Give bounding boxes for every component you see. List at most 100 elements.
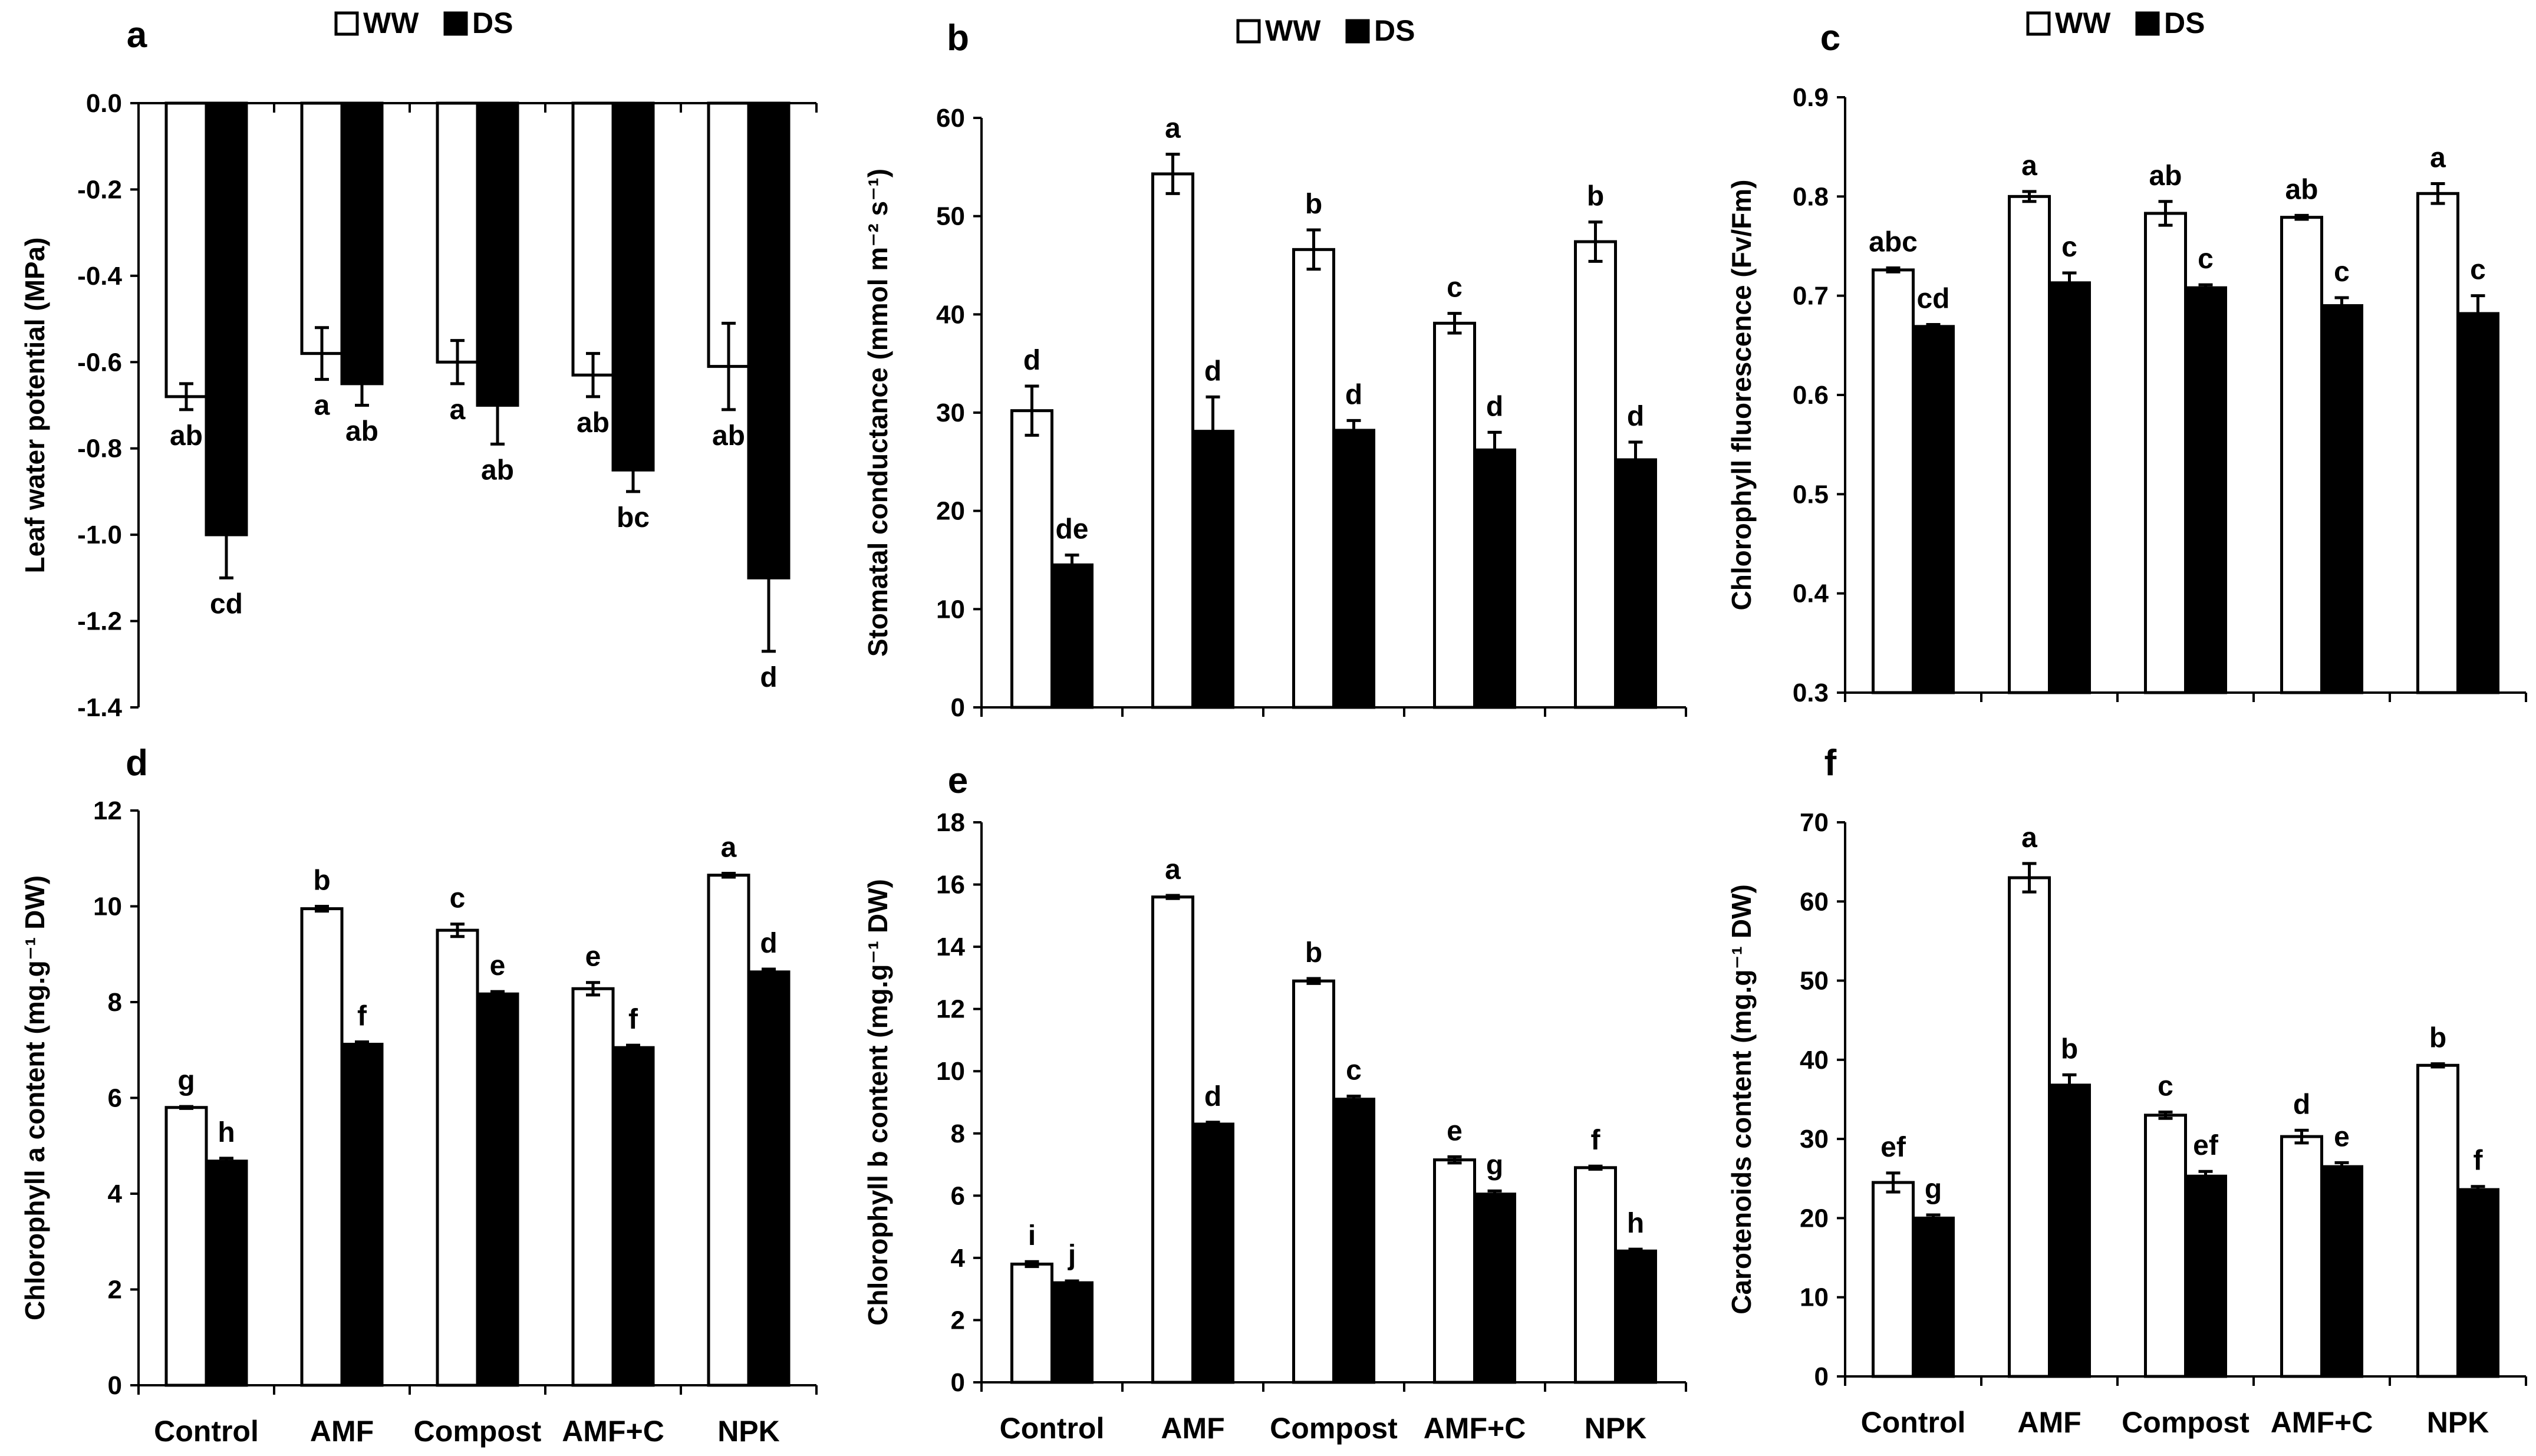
panel-f-chart: f Carotenoids content (mg.g⁻¹ DW) 0 10 20 30 4… xyxy=(1726,743,2527,1439)
bar-ds xyxy=(1912,325,1955,694)
bar-ds xyxy=(2184,1174,2227,1378)
significance-label: b xyxy=(2429,1023,2446,1054)
bar-ww xyxy=(300,101,344,355)
significance-label: d xyxy=(1627,401,1644,432)
y-axis-label: Leaf water potential (MPa) xyxy=(19,238,50,574)
significance-label: ab xyxy=(2285,174,2318,205)
bar-ds xyxy=(2456,1188,2499,1378)
y-tick-label: 20 xyxy=(1800,1204,1829,1233)
bar-ww xyxy=(2144,1114,2187,1378)
bar-ww xyxy=(1292,248,1335,709)
y-tick-label: 6 xyxy=(108,1084,122,1113)
y-tick-label: 14 xyxy=(936,933,965,961)
significance-label: ab xyxy=(712,420,745,452)
y-tick-label: 10 xyxy=(93,892,122,921)
bar-ds xyxy=(205,101,248,536)
y-axis-label: Chlorophyll b content (mg.g⁻¹ DW) xyxy=(862,879,893,1326)
bar-ww xyxy=(1292,979,1335,1384)
significance-label: b xyxy=(1587,181,1604,212)
bar-ww xyxy=(1574,1166,1617,1384)
y-tick-label: 4 xyxy=(108,1180,123,1208)
y-tick-label: 50 xyxy=(936,202,965,231)
bar-ds xyxy=(476,992,519,1387)
y-tick-label: -0.2 xyxy=(77,175,122,204)
legend-swatch xyxy=(1345,19,1370,44)
bar-ds xyxy=(340,1043,384,1387)
y-tick-label: 8 xyxy=(108,988,122,1017)
significance-label: f xyxy=(628,1004,638,1035)
y-tick-label: 0.3 xyxy=(1793,678,1829,707)
bar-ww xyxy=(1872,1181,1915,1378)
significance-label: b xyxy=(1305,189,1322,220)
category-label: Compost xyxy=(1270,1412,1398,1445)
y-tick-label: 16 xyxy=(936,871,965,900)
significance-label: g xyxy=(1486,1149,1503,1181)
significance-label: a xyxy=(721,832,737,863)
significance-label: a xyxy=(2021,150,2037,182)
bar-ds xyxy=(1050,563,1094,709)
bar-ds xyxy=(1050,1281,1094,1384)
bar-ds xyxy=(340,101,384,386)
bar-ww xyxy=(2008,876,2051,1378)
legend-label: WW xyxy=(2055,6,2111,39)
y-tick-label: 6 xyxy=(951,1181,965,1210)
significance-label: h xyxy=(1627,1208,1644,1239)
y-tick-label: 0.6 xyxy=(1793,381,1829,410)
significance-label: d xyxy=(1204,1081,1221,1112)
y-tick-label: -1.2 xyxy=(77,607,122,636)
bar-ww xyxy=(1872,268,1915,694)
significance-label: c xyxy=(2158,1070,2173,1102)
y-tick-label: 0.4 xyxy=(1793,579,1829,608)
legend-swatch xyxy=(334,11,359,36)
category-label: Control xyxy=(154,1415,259,1448)
significance-label: h xyxy=(218,1117,235,1148)
legend-label: WW xyxy=(1265,14,1321,47)
significance-label: c xyxy=(2198,243,2214,275)
significance-label: e xyxy=(1447,1115,1463,1147)
panel-e-chart: e Chlorophyll b content (mg.g⁻¹ DW) 0 2 4 6 8 1… xyxy=(862,760,1687,1445)
y-axis-label: Stomatal conductance (mmol m⁻² s⁻¹) xyxy=(862,169,893,657)
y-tick-label: 40 xyxy=(1800,1046,1829,1075)
legend-label: DS xyxy=(1374,14,1415,47)
significance-label: d xyxy=(2293,1089,2310,1120)
significance-label: j xyxy=(1068,1240,1076,1271)
significance-label: c xyxy=(450,883,466,914)
panel-b-chart: b WW DS Stomatal conductance (mmol m⁻² s⁻¹)… xyxy=(862,14,1687,722)
panel-letter: d xyxy=(126,743,148,783)
significance-label: d xyxy=(1345,379,1362,410)
bar-ds xyxy=(611,101,655,472)
significance-label: b xyxy=(2061,1033,2078,1065)
significance-label: c xyxy=(2334,256,2350,288)
bar-ww xyxy=(2416,1063,2459,1378)
bar-ww xyxy=(1433,321,1476,709)
category-label: NPK xyxy=(2427,1406,2489,1439)
y-tick-label: 30 xyxy=(936,398,965,427)
bar-ds xyxy=(611,1046,655,1387)
bar-ww xyxy=(2144,212,2187,694)
category-label: Compost xyxy=(414,1415,542,1448)
category-label: Control xyxy=(1861,1406,1966,1439)
bar-ww xyxy=(2008,195,2051,694)
bar-ds xyxy=(747,970,791,1387)
bar-ds xyxy=(2048,281,2091,694)
y-tick-label: 0 xyxy=(951,693,965,722)
category-label: NPK xyxy=(1585,1412,1647,1445)
y-tick-label: 4 xyxy=(951,1244,966,1273)
bar-ds xyxy=(2320,304,2363,694)
bar-ds xyxy=(1473,1193,1516,1384)
bar-ww xyxy=(1010,1262,1053,1384)
y-tick-label: 30 xyxy=(1800,1125,1829,1154)
y-tick-label: -1.0 xyxy=(77,521,122,549)
significance-label: g xyxy=(177,1065,195,1096)
bar-ww xyxy=(1574,240,1617,709)
y-tick-label: 2 xyxy=(951,1306,965,1335)
legend-swatch xyxy=(443,11,468,36)
significance-label: de xyxy=(1055,514,1088,545)
y-tick-label: -0.4 xyxy=(77,262,122,291)
panel-d-chart: d Chlorophyll a content (mg.g⁻¹ DW) 0 2 4 6 8 1… xyxy=(19,743,818,1448)
bar-ww xyxy=(1010,409,1053,709)
significance-label: a xyxy=(2430,142,2446,173)
y-tick-label: 12 xyxy=(93,796,122,825)
y-tick-label: -1.4 xyxy=(77,693,122,722)
